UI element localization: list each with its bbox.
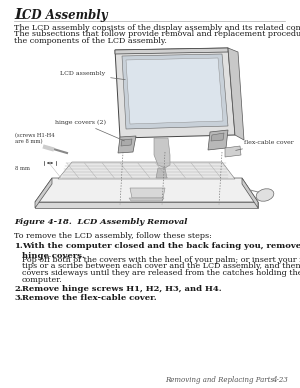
Text: Remove hinge screws H1, H2, H3, and H4.: Remove hinge screws H1, H2, H3, and H4. — [22, 285, 222, 293]
Text: the components of the LCD assembly.: the components of the LCD assembly. — [14, 37, 167, 45]
Polygon shape — [228, 48, 244, 140]
Polygon shape — [35, 178, 52, 208]
Text: tips or a scribe between each cover and the LCD assembly, and then lift the: tips or a scribe between each cover and … — [22, 263, 300, 270]
Text: 3.: 3. — [14, 294, 22, 302]
Text: The LCD assembly consists of the display assembly and its related components.: The LCD assembly consists of the display… — [14, 24, 300, 32]
Polygon shape — [121, 139, 132, 146]
Polygon shape — [58, 162, 235, 179]
Polygon shape — [35, 178, 258, 202]
Polygon shape — [126, 58, 223, 124]
Polygon shape — [115, 48, 235, 138]
Polygon shape — [130, 188, 165, 198]
Text: 2.: 2. — [14, 285, 22, 293]
Polygon shape — [122, 54, 228, 129]
Text: 8 mm: 8 mm — [15, 166, 30, 171]
Polygon shape — [242, 178, 258, 208]
Text: To remove the LCD assembly, follow these steps:: To remove the LCD assembly, follow these… — [14, 232, 212, 240]
Polygon shape — [129, 198, 164, 201]
Text: (screws H1-H4: (screws H1-H4 — [15, 133, 55, 138]
Polygon shape — [211, 133, 224, 141]
Text: are 8 mm): are 8 mm) — [15, 139, 43, 144]
Text: LCD assembly: LCD assembly — [60, 71, 125, 80]
Text: 4-23: 4-23 — [272, 376, 288, 384]
Text: hinge covers (2): hinge covers (2) — [55, 120, 124, 141]
Text: L: L — [14, 8, 25, 22]
Text: The subsections that follow provide removal and replacement procedures for: The subsections that follow provide remo… — [14, 31, 300, 38]
Text: covers sideways until they are released from the catches holding them to the: covers sideways until they are released … — [22, 269, 300, 277]
Text: Remove the flex-cable cover.: Remove the flex-cable cover. — [22, 294, 157, 302]
Text: Removing and Replacing Parts: Removing and Replacing Parts — [165, 376, 274, 384]
Polygon shape — [154, 138, 170, 168]
Polygon shape — [156, 168, 167, 178]
Polygon shape — [225, 146, 241, 157]
Polygon shape — [35, 202, 258, 208]
Ellipse shape — [256, 189, 274, 201]
Text: 1.: 1. — [14, 242, 23, 250]
Text: CD Assembly: CD Assembly — [22, 9, 108, 22]
Polygon shape — [115, 48, 228, 54]
Polygon shape — [118, 136, 136, 153]
Text: With the computer closed and the back facing you, remove the two
hinge covers.: With the computer closed and the back fa… — [22, 242, 300, 260]
Text: flex-cable cover: flex-cable cover — [236, 140, 294, 151]
Text: computer.: computer. — [22, 275, 63, 284]
Text: Figure 4-18.  LCD Assembly Removal: Figure 4-18. LCD Assembly Removal — [14, 218, 187, 226]
Text: Pop off both of the covers with the heel of your palm; or insert your finger-: Pop off both of the covers with the heel… — [22, 256, 300, 264]
Polygon shape — [208, 130, 228, 150]
